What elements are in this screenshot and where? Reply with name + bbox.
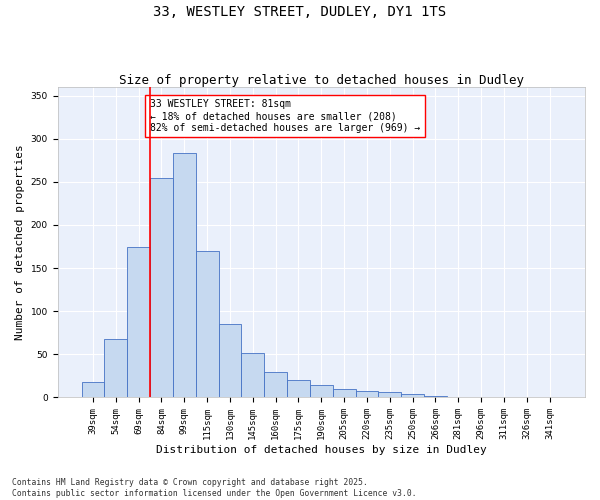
Bar bbox=[424, 396, 447, 398]
Bar bbox=[82, 382, 104, 398]
Text: Contains HM Land Registry data © Crown copyright and database right 2025.
Contai: Contains HM Land Registry data © Crown c… bbox=[12, 478, 416, 498]
Bar bbox=[310, 384, 332, 398]
Bar bbox=[401, 394, 424, 398]
Bar bbox=[264, 372, 287, 398]
Bar bbox=[218, 324, 241, 398]
Bar bbox=[332, 389, 356, 398]
Bar bbox=[470, 396, 493, 398]
Bar bbox=[196, 251, 218, 398]
Bar bbox=[127, 246, 150, 398]
Y-axis label: Number of detached properties: Number of detached properties bbox=[15, 144, 25, 340]
Bar bbox=[287, 380, 310, 398]
Bar bbox=[104, 339, 127, 398]
Bar bbox=[379, 392, 401, 398]
Bar bbox=[447, 396, 470, 398]
Bar bbox=[173, 154, 196, 398]
X-axis label: Distribution of detached houses by size in Dudley: Distribution of detached houses by size … bbox=[156, 445, 487, 455]
Bar bbox=[356, 390, 379, 398]
Bar bbox=[150, 178, 173, 398]
Text: 33 WESTLEY STREET: 81sqm
← 18% of detached houses are smaller (208)
82% of semi-: 33 WESTLEY STREET: 81sqm ← 18% of detach… bbox=[150, 100, 420, 132]
Bar bbox=[241, 352, 264, 398]
Text: 33, WESTLEY STREET, DUDLEY, DY1 1TS: 33, WESTLEY STREET, DUDLEY, DY1 1TS bbox=[154, 5, 446, 19]
Title: Size of property relative to detached houses in Dudley: Size of property relative to detached ho… bbox=[119, 74, 524, 87]
